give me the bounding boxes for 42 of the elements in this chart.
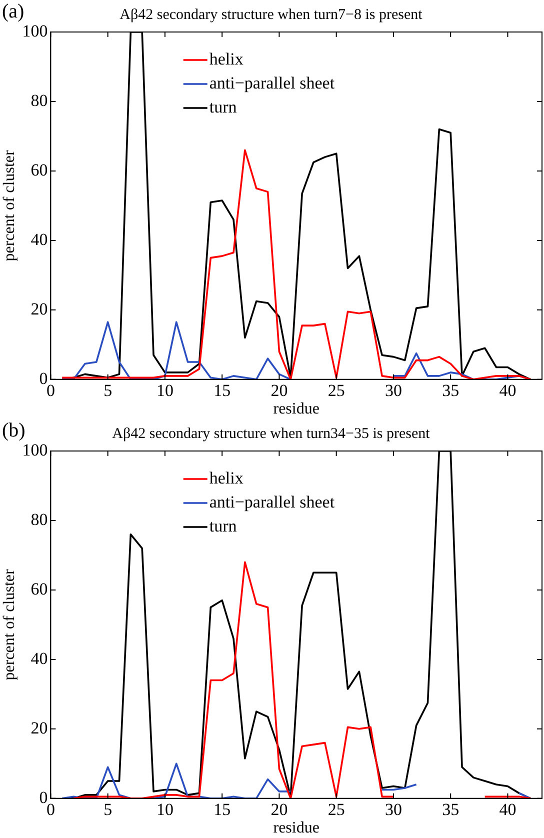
y-tick-label: 40 xyxy=(30,648,48,668)
x-tick-label: 25 xyxy=(328,381,345,400)
y-tick-label: 100 xyxy=(22,440,48,460)
x-tick-label: 15 xyxy=(214,800,231,820)
text: (b) xyxy=(2,419,26,442)
y-tick-label: 100 xyxy=(22,21,48,40)
x-tick-label: 35 xyxy=(442,800,460,820)
y-tick-label: 20 xyxy=(30,718,48,738)
y-tick-label: 0 xyxy=(39,788,48,807)
x-tick-label: 40 xyxy=(499,800,516,820)
legend-label: helix xyxy=(209,468,244,488)
x-tick-label: 10 xyxy=(156,381,174,400)
chart-title: Aβ42 secondary structure when turn7−8 is present xyxy=(120,6,424,23)
x-tick-label: 5 xyxy=(104,381,112,400)
y-tick-label: 60 xyxy=(30,160,48,180)
x-tick-label: 15 xyxy=(214,381,231,400)
y-tick-label: 0 xyxy=(39,368,48,388)
legend-label: anti−parallel sheet xyxy=(209,73,335,92)
x-tick-label: 35 xyxy=(442,381,460,400)
x-tick-label: 40 xyxy=(499,381,516,400)
x-tick-label: 5 xyxy=(104,800,112,820)
y-tick-label: 60 xyxy=(30,579,48,598)
text: (a) xyxy=(2,0,24,22)
y-tick-label: 40 xyxy=(30,230,48,249)
y-axis-title: percent of cluster xyxy=(0,568,18,680)
legend-label: anti−parallel sheet xyxy=(209,492,335,512)
y-tick-label: 20 xyxy=(30,299,48,318)
x-tick-label: 10 xyxy=(156,800,174,820)
chart-title: Aβ42 secondary structure when turn34−35 is present xyxy=(112,426,431,442)
legend-label: helix xyxy=(209,49,244,68)
y-tick-label: 80 xyxy=(30,90,48,110)
x-axis-title: residue xyxy=(273,820,320,837)
x-tick-label: 25 xyxy=(328,800,345,820)
y-axis-title: percent of cluster xyxy=(0,150,18,262)
y-tick-label: 80 xyxy=(30,510,48,529)
legend-label: turn xyxy=(209,516,238,536)
x-tick-label: 30 xyxy=(384,381,402,400)
x-tick-label: 30 xyxy=(384,800,402,820)
x-axis-title: residue xyxy=(273,400,320,418)
x-tick-label: 20 xyxy=(270,800,288,820)
x-tick-label: 20 xyxy=(270,381,288,400)
legend-label: turn xyxy=(209,97,238,116)
